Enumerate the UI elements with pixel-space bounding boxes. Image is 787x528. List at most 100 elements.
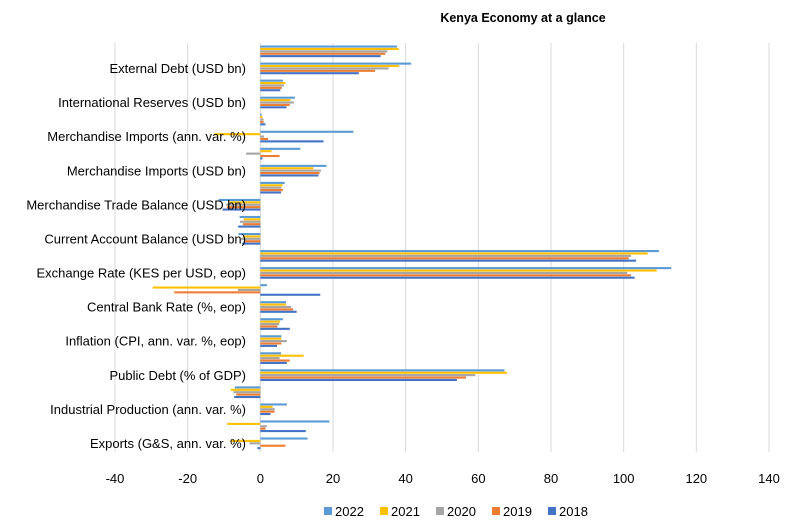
bar-2018 (260, 89, 281, 92)
bar-2018 (222, 208, 261, 211)
bar-2022 (260, 335, 282, 338)
bars (152, 45, 672, 450)
category-label: Central Bank Rate (%, eop) (87, 300, 246, 315)
bar-2020 (260, 425, 267, 428)
bar-2018 (260, 293, 321, 296)
legend-label: 2021 (391, 504, 420, 519)
bar-2020 (260, 186, 282, 189)
bar-2018 (260, 174, 319, 177)
bar-2018 (260, 140, 324, 143)
legend-label: 2020 (447, 504, 476, 519)
bar-2021 (260, 99, 291, 102)
bar-2018 (260, 276, 635, 279)
bar-2022 (260, 250, 659, 253)
bar-2019 (174, 291, 261, 294)
bar-2019 (226, 206, 261, 209)
legend: 2022 2021 2020 2019 2018 (324, 504, 588, 519)
category-label: Merchandise Imports (ann. var. %) (47, 129, 246, 144)
bar-2020 (260, 322, 280, 326)
bar-2021 (230, 388, 261, 391)
bar-2018 (260, 344, 278, 347)
bar-2020 (260, 408, 275, 411)
bar-2019 (260, 274, 631, 277)
bar-2018 (260, 327, 290, 330)
bar-2021 (260, 303, 287, 306)
bar-2020 (241, 237, 261, 240)
bar-2019 (242, 223, 261, 226)
category-label: Current Account Balance (USD bn) (44, 231, 246, 246)
bar-2020 (260, 254, 631, 257)
bar-2020 (260, 135, 264, 138)
bar-2019 (244, 240, 261, 243)
bar-2019 (260, 342, 282, 345)
bar-2019 (260, 189, 283, 192)
category-label: Merchandise Trade Balance (USD bn) (26, 197, 246, 212)
bar-2020 (260, 271, 628, 274)
bar-2021 (260, 82, 286, 85)
category-label: Exchange Rate (KES per USD, eop) (36, 266, 246, 281)
bar-2021 (242, 235, 261, 238)
legend-swatch (548, 507, 556, 515)
bar-2020 (260, 101, 294, 104)
bar-2021 (260, 184, 283, 187)
x-tick-label: 80 (544, 471, 558, 486)
x-tick-label: 140 (758, 471, 780, 486)
bar-2022 (260, 352, 282, 355)
bar-2021 (260, 167, 314, 170)
x-tick-label: 120 (685, 471, 707, 486)
bar-2019 (260, 120, 264, 123)
bar-2022 (260, 147, 301, 150)
bar-2019 (260, 325, 278, 328)
bar-2021 (260, 320, 280, 323)
bar-2018 (260, 106, 287, 109)
category-label: External Debt (USD bn) (109, 61, 246, 76)
bar-2022 (260, 62, 412, 65)
bar-2019 (260, 359, 290, 362)
category-label: Public Debt (% of GDP) (109, 368, 246, 383)
bar-2021 (260, 150, 272, 153)
bar-2018 (260, 55, 381, 58)
bar-2022 (260, 403, 287, 406)
bar-2018 (260, 361, 287, 364)
category-label: Exports (G&S, ann. var. %) (90, 436, 246, 451)
bar-2019 (260, 69, 376, 72)
legend-swatch (324, 507, 332, 515)
x-tick-label: 0 (257, 471, 264, 486)
bar-2022 (260, 267, 672, 270)
bar-2022 (260, 181, 285, 184)
bar-2018 (260, 191, 282, 194)
bar-2019 (260, 172, 320, 175)
bar-2022 (260, 437, 308, 440)
bar-2019 (260, 444, 286, 447)
bar-2020 (239, 220, 261, 223)
legend-swatch (380, 507, 388, 515)
bar-2022 (260, 79, 283, 82)
category-label: Merchandise Imports (USD bn) (67, 163, 246, 178)
bar-2022 (260, 318, 283, 321)
gridlines (114, 43, 770, 452)
bar-2020 (260, 374, 476, 377)
bar-2018 (260, 310, 297, 313)
bar-2019 (260, 257, 629, 260)
legend-item-2022: 2022 (324, 504, 364, 519)
category-label: International Reserves (USD bn) (58, 95, 246, 110)
bar-2022 (218, 198, 261, 201)
bar-2019 (260, 103, 290, 106)
bar-2020 (260, 357, 280, 360)
bar-2019 (260, 137, 268, 141)
bar-2021 (260, 116, 263, 119)
category-label: Inflation (CPI, ann. var. %, eop) (65, 334, 246, 349)
bar-2021 (260, 371, 508, 374)
bar-2021 (260, 252, 648, 255)
bar-2018 (257, 447, 261, 450)
bar-2022 (239, 215, 261, 219)
bar-2018 (260, 412, 271, 416)
legend-item-2019: 2019 (492, 504, 532, 519)
bar-2019 (260, 376, 466, 379)
bar-2021 (214, 133, 261, 136)
bar-2021 (260, 64, 400, 68)
bar-2019 (236, 393, 261, 396)
legend-swatch (492, 507, 500, 515)
legend-swatch (436, 507, 444, 515)
bar-2020 (246, 152, 261, 155)
